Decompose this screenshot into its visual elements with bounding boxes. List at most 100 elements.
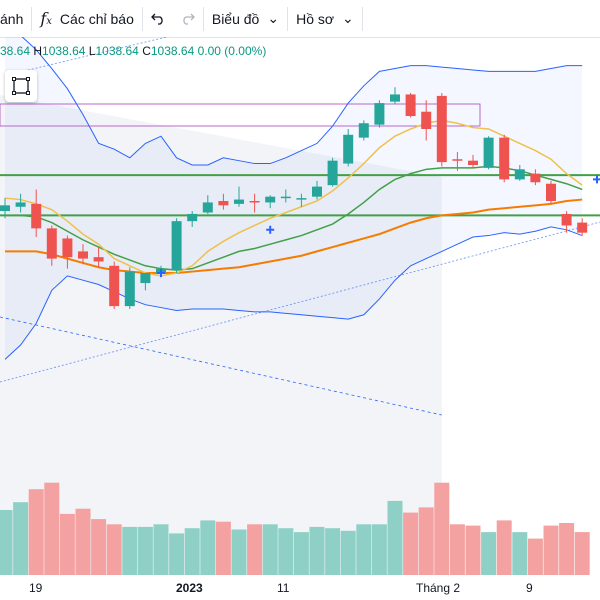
close-value: 1038.64 [150,44,195,58]
profile-menu-button[interactable]: Hồ sơ ⌄ [288,0,362,37]
candle-body [93,257,104,262]
chevron-down-icon: ⌄ [342,10,354,26]
candle-body [249,201,260,203]
candle-body [327,160,338,186]
volume-bar [13,502,29,575]
volume-bar [449,524,465,575]
volume-bar [527,538,543,575]
candle-body [0,205,10,212]
volume-bar [309,526,325,575]
candle-body [187,213,198,222]
candle-body [31,203,42,229]
volume-bar [278,528,294,575]
volume-bar [59,513,75,575]
redo-button[interactable] [173,0,203,37]
candle-body [577,222,588,233]
ohlc-legend: 38.64 H1038.64 L1038.64 C1038.64 0.00 (0… [0,44,266,58]
volume-bar [75,508,91,575]
chevron-down-icon: ⌄ [267,10,280,26]
candle-body [109,265,120,307]
x-tick-label: Tháng 2 [416,581,461,595]
volume-bar [200,520,216,575]
volume-bar [543,525,559,575]
chart-menu-button[interactable]: Biểu đồ ⌄ [204,0,287,37]
candle-body [280,196,291,199]
candle-body [546,183,556,201]
toolbar-partial-item[interactable]: ánh [0,0,31,37]
volume-bar [356,524,372,575]
volume-bar [44,482,60,575]
candle-body [140,273,151,284]
volume-bar [169,533,185,575]
volume-bar [137,526,153,575]
undo-button[interactable] [143,0,173,37]
profile-menu-label: Hồ sơ [296,10,335,27]
candle-body [78,251,88,259]
candle-body [436,95,447,163]
candle-body [374,103,385,125]
volume-bar [340,530,356,575]
volume-bar [387,500,403,575]
candle-body [499,137,510,180]
candle-body [421,111,432,129]
candle-body [561,213,572,226]
candle-body [202,202,213,213]
volume-bar [153,524,169,575]
candle-body [483,137,494,168]
volume-bar [184,528,200,575]
volume-bar [215,521,231,575]
candle-body [234,199,244,204]
candle-body [405,94,416,117]
volume-bar [262,524,278,575]
volume-bar [106,524,122,575]
indicators-label: Các chỉ báo [59,10,134,27]
candle-body [390,94,400,102]
volume-bar [434,482,450,575]
close-label: C [142,44,151,58]
volume-bar [481,532,497,575]
bollinger-upper-line [21,37,583,166]
rectangle-tool-button[interactable] [5,70,37,102]
candle-body [296,198,307,200]
high-value: 1038.64 [42,44,86,58]
bollinger-lower-line [4,226,583,360]
chart-menu-label: Biểu đồ [211,10,260,27]
volume-bar [0,510,13,575]
high-label: H [33,44,43,58]
candle-body [171,221,182,271]
trend-line-dotted [19,37,169,73]
volume-bar [403,512,419,575]
volume-bar [418,507,434,575]
open-value: 38.64 [0,44,31,58]
x-tick-label: 19 [29,581,43,595]
crosshair-marker-icon [266,225,275,234]
trend-line-dotted [0,221,600,383]
toolbar-partial-label: ánh [0,10,24,27]
candle-body [218,201,229,206]
volume-bar [28,489,44,575]
indicators-button[interactable]: fx Các chỉ báo [32,0,142,37]
toolbar-divider [202,6,204,31]
volume-bar [371,524,387,575]
change-value: 0.00 (0.00%) [197,44,267,58]
ma-short-line [4,119,583,277]
candle-body [530,173,541,183]
volume-bar [122,526,138,575]
toolbar-divider [141,6,143,31]
volume-bar [512,532,528,575]
candle-body [15,202,26,207]
volume-bar [247,524,263,575]
x-tick-label: 2023 [176,581,203,595]
price-chart[interactable] [0,37,600,575]
candle-body [514,169,525,180]
undo-icon [150,13,163,25]
volume-bar [559,523,575,575]
candle-body [452,159,463,161]
candle-body [343,134,354,164]
candle-body [468,160,478,165]
candle-body [312,186,322,197]
top-toolbar: ánh fx Các chỉ báo Biểu đồ ⌄ Hồ sơ ⌄ [0,0,600,38]
volume-bar [293,532,309,575]
redo-icon [183,13,195,25]
candle-body [124,271,135,307]
